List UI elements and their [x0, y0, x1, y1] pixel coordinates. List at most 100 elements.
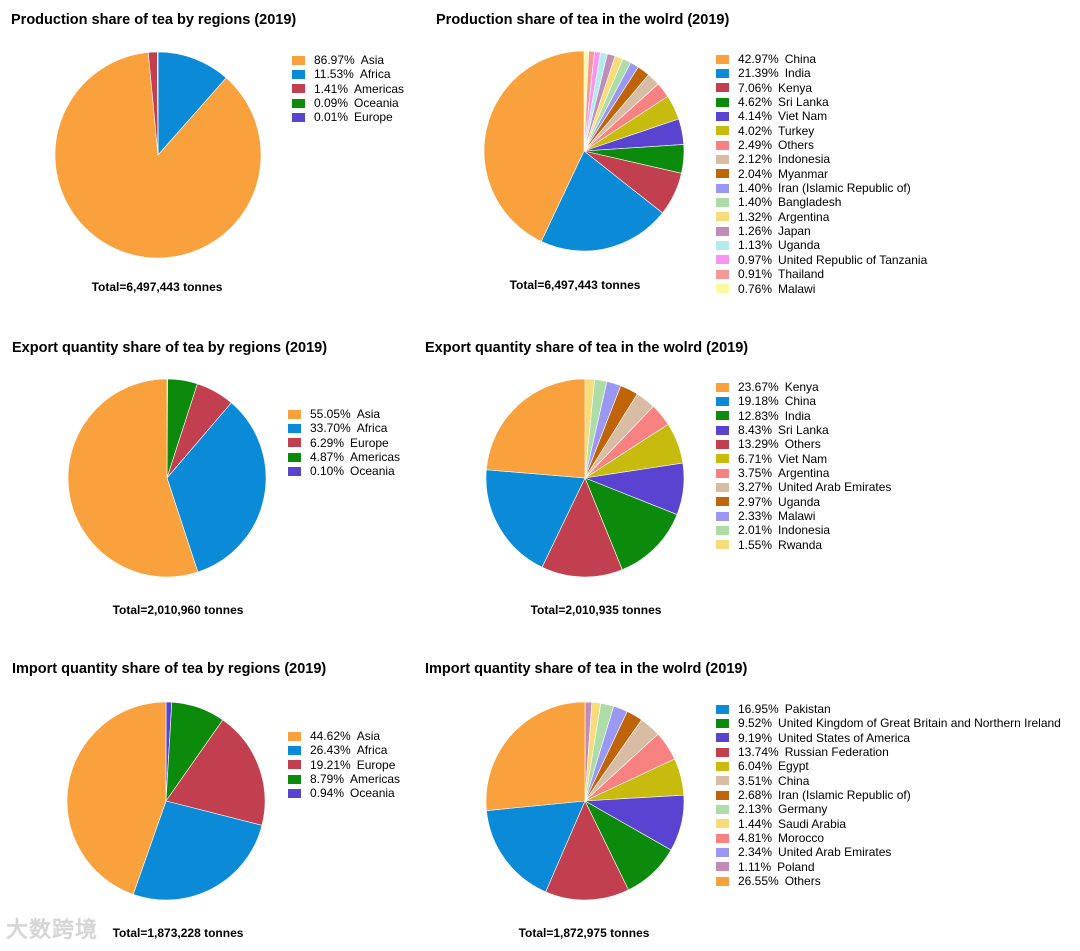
legend-label: United Arab Emirates [778, 845, 892, 860]
legend-item-europe: 0.01% Europe [292, 110, 404, 124]
legend-label: Bangladesh [778, 195, 842, 210]
legend-label: Morocco [778, 831, 825, 846]
legend-item-india: 12.83% India [716, 409, 891, 423]
legend-swatch [292, 113, 305, 123]
legend-item-myanmar: 2.04% Myanmar [716, 167, 927, 181]
legend-item-thailand: 0.91% Thailand [716, 267, 927, 281]
legend-swatch [288, 760, 301, 770]
legend-swatch [716, 805, 729, 815]
chart-title: Export quantity share of tea in the wolr… [425, 340, 749, 356]
legend-item-china: 3.51% China [716, 774, 1061, 788]
legend-item-sri-lanka: 4.62% Sri Lanka [716, 95, 927, 109]
pie-slice-russian-federation [545, 800, 629, 901]
legend-percent: 13.74% [738, 745, 779, 760]
legend-item-uganda: 2.97% Uganda [716, 495, 891, 509]
legend-label: Turkey [778, 123, 815, 138]
legend-swatch [716, 747, 729, 757]
legend-item-morocco: 4.81% Morocco [716, 831, 1061, 845]
pie-slice-china [486, 469, 586, 568]
legend-item-pakistan: 16.95% Pakistan [716, 702, 1061, 716]
legend-swatch [716, 269, 729, 279]
legend-item-americas: 4.87% Americas [288, 450, 400, 464]
pie-slice-asia [55, 52, 262, 259]
legend-percent: 1.13% [738, 238, 773, 253]
pie-slice-pakistan [486, 800, 586, 893]
legend-percent: 33.70% [310, 421, 351, 436]
legend-label: Oceania [350, 786, 395, 801]
legend-label: Asia [356, 407, 381, 421]
legend-percent: 2.01% [738, 523, 773, 538]
legend-swatch [288, 409, 301, 419]
legend-swatch [716, 54, 729, 64]
pie-slice-africa [132, 800, 263, 901]
pie-slice-asia [68, 379, 199, 578]
legend-percent: 8.43% [738, 423, 773, 438]
legend-swatch [288, 467, 301, 477]
legend-label: Argentina [778, 466, 830, 481]
legend-percent: 0.01% [314, 110, 349, 125]
legend-label: Thailand [778, 267, 825, 282]
legend-item-indonesia: 2.12% Indonesia [716, 152, 927, 166]
legend-swatch [716, 97, 729, 107]
legend-swatch [716, 511, 729, 521]
legend-percent: 23.67% [738, 380, 779, 394]
legend-label: Iran (Islamic Republic of) [778, 788, 911, 803]
pie-slice-others [486, 702, 586, 811]
legend-label: Africa [356, 421, 388, 436]
legend-item-others: 13.29% Others [716, 437, 891, 451]
legend-swatch [716, 382, 729, 392]
legend-swatch [716, 155, 729, 165]
legend-percent: 9.52% [738, 716, 773, 731]
legend-percent: 4.87% [310, 450, 345, 465]
legend-label: Saudi Arabia [778, 816, 847, 831]
legend-item-asia: 86.97% Asia [292, 53, 404, 67]
legend-item-malawi: 2.33% Malawi [716, 509, 891, 523]
legend-percent: 0.10% [310, 464, 345, 479]
legend-item-germany: 2.13% Germany [716, 802, 1061, 816]
legend-percent: 13.29% [738, 437, 779, 452]
legend-label: Indonesia [778, 152, 831, 167]
legend-label: Poland [777, 859, 815, 874]
legend-item-turkey: 4.02% Turkey [716, 124, 927, 138]
legend-swatch [288, 731, 301, 741]
legend-percent: 55.05% [310, 407, 351, 421]
legend-item-indonesia: 2.01% Indonesia [716, 523, 891, 537]
pie-chart [484, 51, 685, 252]
legend-item-asia: 55.05% Asia [288, 407, 400, 421]
legend-label: Malawi [778, 509, 816, 524]
legend-label: Others [778, 138, 815, 153]
total-label: Total=2,010,935 tonnes [530, 603, 662, 617]
legend-swatch [292, 55, 305, 65]
legend-label: Germany [778, 802, 828, 817]
legend-percent: 11.53% [314, 67, 354, 82]
watermark: 大数跨境 [6, 917, 99, 942]
legend-item-kenya: 7.06% Kenya [716, 81, 927, 95]
legend: 44.62% Asia 26.43% Africa 19.21% Europe 8.79% A… [288, 729, 400, 801]
total-label: Total=1,873,228 tonnes [112, 926, 244, 940]
legend-item-others: 2.49% Others [716, 138, 927, 152]
pie-chart [55, 52, 262, 259]
legend-percent: 4.81% [738, 831, 773, 846]
legend-swatch [716, 69, 729, 79]
legend-percent: 6.71% [738, 451, 773, 466]
legend-label: Viet Nam [778, 109, 828, 124]
legend-label: Kenya [778, 80, 813, 95]
legend-label: India [784, 66, 811, 81]
legend-label: Viet Nam [778, 451, 828, 466]
legend-item-united-arab-emirates: 3.27% United Arab Emirates [716, 480, 891, 494]
legend-swatch [716, 790, 729, 800]
legend: 42.97% China 21.39% India 7.06% Kenya 4.62% Sri… [716, 52, 927, 296]
legend-item-japan: 1.26% Japan [716, 224, 927, 238]
legend-percent: 0.76% [738, 281, 773, 296]
legend-swatch [716, 284, 729, 294]
legend-label: Kenya [784, 380, 819, 394]
legend-label: Sri Lanka [778, 95, 829, 110]
legend-swatch [716, 762, 729, 772]
legend-swatch [716, 411, 729, 421]
legend-label: Europe [356, 757, 396, 772]
legend-label: Argentina [778, 209, 830, 224]
legend-label: Americas [350, 772, 401, 787]
legend-percent: 2.12% [738, 152, 773, 167]
legend-percent: 7.06% [738, 80, 773, 95]
pie-slice-asia [67, 702, 167, 895]
